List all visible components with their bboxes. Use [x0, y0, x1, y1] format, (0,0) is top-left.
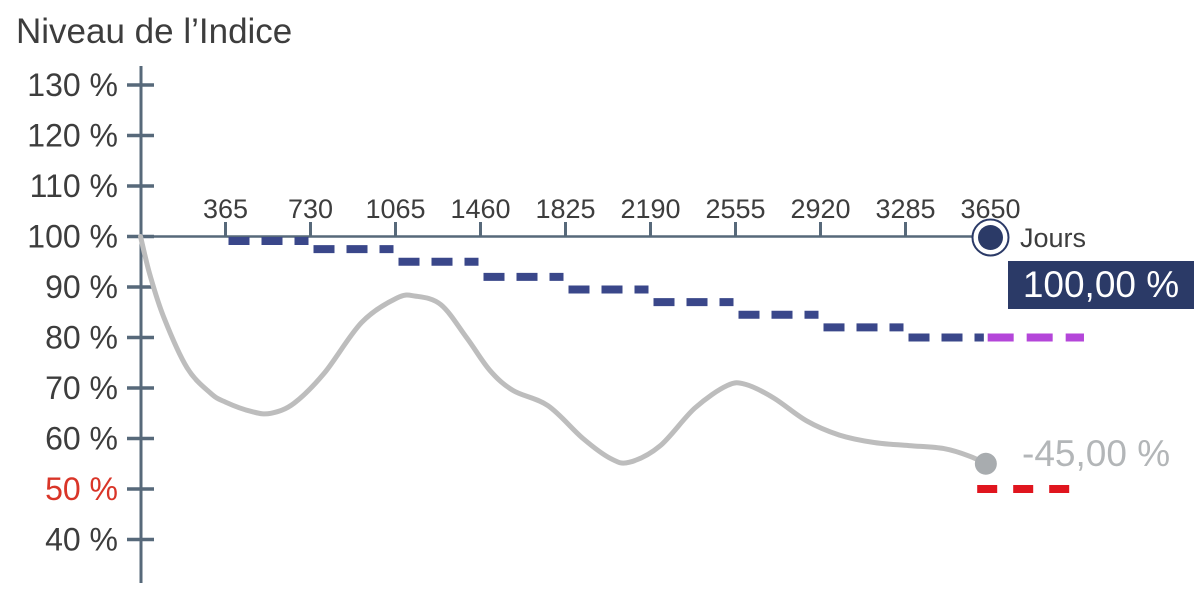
x-tick-label: 2555 [705, 194, 765, 224]
x-tick-label: 2920 [790, 194, 850, 224]
x-tick-label: 2190 [620, 194, 680, 224]
y-tick-label: 120 % [27, 118, 118, 154]
axis-end-marker [978, 225, 1003, 250]
x-tick-label: 730 [288, 194, 333, 224]
x-tick-label: 365 [203, 194, 248, 224]
y-tick-label: 110 % [30, 168, 118, 204]
x-tick-label: 1460 [450, 194, 510, 224]
final-performance-label: -45,00 % [1022, 433, 1170, 474]
y-tick-label: 130 % [27, 67, 118, 103]
x-axis-unit-label: Jours [1020, 223, 1086, 253]
y-tick-label: 40 % [45, 522, 118, 558]
index-path [138, 234, 989, 467]
chart-title: Niveau de l’Indice [16, 12, 293, 51]
y-tick-label: 100 % [27, 219, 118, 255]
initial-level-badge-text: 100,00 % [1023, 264, 1179, 305]
y-tick-label: 90 % [45, 269, 118, 305]
initial-level-badge [1008, 261, 1194, 309]
y-tick-label: 50 % [45, 471, 118, 507]
index-end-dot [974, 452, 997, 475]
y-tick-label: 70 % [45, 370, 118, 406]
x-tick-label: 1065 [365, 194, 425, 224]
x-tick-label: 3285 [875, 194, 935, 224]
x-tick-label: 1825 [535, 194, 595, 224]
y-tick-label: 80 % [45, 320, 118, 356]
y-tick-label: 60 % [45, 421, 118, 457]
